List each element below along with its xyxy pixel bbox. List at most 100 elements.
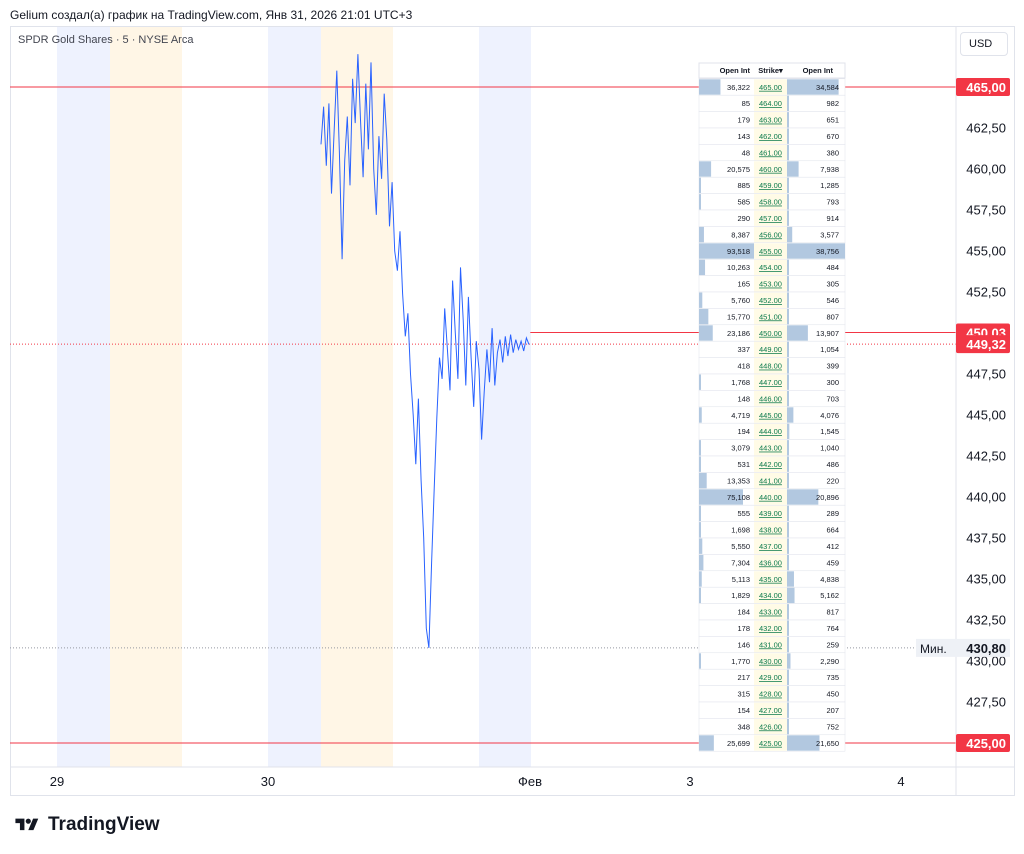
open-interest-right: 3,577	[820, 230, 839, 239]
open-interest-bar	[699, 522, 701, 538]
open-interest-left: 348	[737, 722, 750, 731]
strike-link[interactable]: 427.00	[759, 706, 782, 715]
strike-cell-bg	[754, 374, 787, 390]
symbol-legend[interactable]: SPDR Gold Shares · 5 · NYSE Arca	[18, 34, 194, 46]
open-interest-left: 25,699	[727, 739, 750, 748]
price-label-bg	[956, 78, 1010, 96]
currency-button[interactable]: USD	[960, 32, 1008, 56]
strike-link[interactable]: 444.00	[759, 427, 782, 436]
strike-link[interactable]: 441.00	[759, 476, 782, 485]
open-interest-left: 5,550	[731, 542, 750, 551]
session-band	[268, 27, 321, 767]
open-interest-right: 34,584	[816, 83, 839, 92]
strike-link[interactable]: 451.00	[759, 312, 782, 321]
price-tick-label: 427,50	[966, 695, 1006, 710]
strike-link[interactable]: 440.00	[759, 493, 782, 502]
strike-link[interactable]: 452.00	[759, 296, 782, 305]
strike-link[interactable]: 457.00	[759, 214, 782, 223]
strike-link[interactable]: 463.00	[759, 116, 782, 125]
price-tick-label: 452,50	[966, 285, 1006, 300]
open-interest-right: 4,076	[820, 411, 839, 420]
strike-link[interactable]: 442.00	[759, 460, 782, 469]
open-interest-bar	[787, 587, 795, 604]
open-interest-right: 207	[826, 706, 839, 715]
strike-link[interactable]: 437.00	[759, 542, 782, 551]
open-interest-bar	[699, 161, 712, 177]
strike-cell-bg	[754, 112, 787, 128]
open-interest-right: 486	[826, 460, 839, 469]
strike-link[interactable]: 430.00	[759, 657, 782, 666]
strike-cell-bg	[754, 128, 787, 144]
strike-cell-bg	[754, 407, 787, 423]
strike-link[interactable]: 459.00	[759, 181, 782, 190]
open-interest-left: 93,518	[727, 247, 750, 256]
open-interest-right: 7,938	[820, 165, 839, 174]
open-interest-left: 165	[737, 280, 750, 289]
strike-link[interactable]: 460.00	[759, 165, 782, 174]
strike-link[interactable]: 425.00	[759, 739, 782, 748]
strike-link[interactable]: 428.00	[759, 690, 782, 699]
strike-cell-bg	[754, 144, 787, 161]
open-interest-left: 337	[737, 345, 750, 354]
open-interest-left: 15,770	[727, 312, 750, 321]
strike-link[interactable]: 433.00	[759, 608, 782, 617]
strike-cell-bg	[754, 653, 787, 669]
tradingview-logo[interactable]: TradingView	[12, 814, 160, 836]
open-interest-bar	[787, 472, 789, 489]
strike-link[interactable]: 443.00	[759, 444, 782, 453]
open-interest-bar	[787, 735, 820, 751]
open-interest-right: 2,290	[820, 657, 839, 666]
strike-link[interactable]: 454.00	[759, 263, 782, 272]
strike-link[interactable]: 434.00	[759, 591, 782, 600]
open-interest-bar	[787, 571, 794, 587]
open-interest-bar	[699, 571, 702, 587]
strike-cell-bg	[754, 358, 787, 374]
strike-link[interactable]: 429.00	[759, 673, 782, 682]
strike-link[interactable]: 431.00	[759, 640, 782, 649]
strike-cell-bg	[754, 292, 787, 308]
open-interest-bar	[787, 636, 789, 653]
strike-link[interactable]: 438.00	[759, 526, 782, 535]
open-interest-right: 38,756	[816, 247, 839, 256]
strike-link[interactable]: 456.00	[759, 230, 782, 239]
open-interest-bar	[787, 144, 789, 161]
session-bands	[57, 27, 531, 767]
strike-cell-bg	[754, 456, 787, 472]
strike-link[interactable]: 448.00	[759, 362, 782, 371]
strike-link[interactable]: 464.00	[759, 99, 782, 108]
open-interest-bar	[699, 194, 701, 210]
open-interest-bar	[787, 325, 808, 341]
open-interest-left: 217	[737, 673, 750, 682]
time-axis: 29 30 Фев 3 4	[50, 774, 905, 789]
strike-link[interactable]: 458.00	[759, 198, 782, 207]
open-interest-right: 807	[826, 312, 839, 321]
time-tick-label: 30	[261, 774, 275, 789]
strike-link[interactable]: 432.00	[759, 624, 782, 633]
strike-link[interactable]: 449.00	[759, 345, 782, 354]
strike-link[interactable]: 445.00	[759, 411, 782, 420]
open-interest-right: 305	[826, 280, 839, 289]
strike-link[interactable]: 447.00	[759, 378, 782, 387]
strike-cell-bg	[754, 325, 787, 341]
open-interest-left: 1,829	[731, 591, 750, 600]
strike-link[interactable]: 453.00	[759, 280, 782, 289]
strike-cell-bg	[754, 194, 787, 210]
strike-link[interactable]: 436.00	[759, 558, 782, 567]
strike-link[interactable]: 426.00	[759, 722, 782, 731]
strike-link[interactable]: 462.00	[759, 132, 782, 141]
strike-link[interactable]: 455.00	[759, 247, 782, 256]
strike-link[interactable]: 435.00	[759, 575, 782, 584]
strike-link[interactable]: 450.00	[759, 329, 782, 338]
strike-cell-bg	[754, 276, 787, 292]
strike-link[interactable]: 465.00	[759, 83, 782, 92]
strike-cell-bg	[754, 472, 787, 489]
strike-cell-bg	[754, 95, 787, 112]
open-interest-left: 315	[737, 690, 750, 699]
strike-link[interactable]: 461.00	[759, 148, 782, 157]
strike-link[interactable]: 446.00	[759, 394, 782, 403]
open-interest-bar	[787, 538, 789, 554]
open-interest-right: 752	[826, 722, 839, 731]
strike-link[interactable]: 439.00	[759, 509, 782, 518]
table-header-cell[interactable]: Strike▾	[758, 66, 784, 75]
